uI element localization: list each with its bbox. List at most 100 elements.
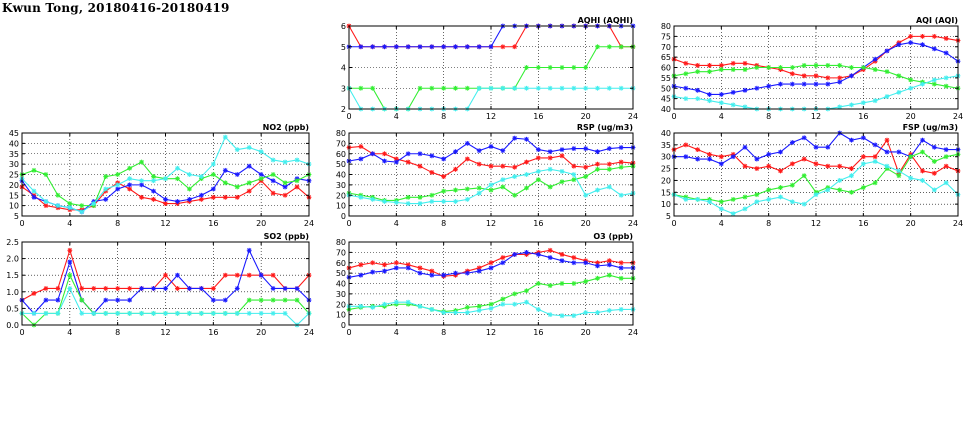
marker-stroke [778, 149, 783, 155]
data-point [441, 156, 447, 162]
marker-stroke [441, 273, 446, 278]
data-point [742, 67, 748, 72]
marker-stroke [429, 44, 434, 49]
marker-stroke [406, 44, 411, 49]
data-point [210, 161, 216, 167]
y-tick-label: 55 [661, 74, 671, 83]
marker-stroke [31, 168, 37, 173]
data-point [393, 156, 399, 162]
data-point [500, 301, 506, 307]
marker-stroke [825, 164, 830, 169]
marker-stroke [695, 63, 700, 68]
marker-stroke [944, 84, 949, 89]
marker-stroke [500, 177, 505, 182]
marker-stroke [896, 73, 901, 78]
marker-stroke [270, 172, 276, 177]
data-point [920, 168, 925, 174]
marker-stroke [429, 193, 434, 198]
marker-stroke [778, 168, 783, 174]
data-point [464, 156, 470, 162]
data-point [234, 194, 240, 200]
marker-stroke [683, 142, 688, 148]
data-point [91, 310, 97, 316]
marker-stroke [358, 195, 363, 200]
marker-stroke [55, 311, 61, 316]
data-point [103, 186, 109, 192]
data-point [730, 60, 736, 66]
marker-stroke [766, 187, 771, 193]
data-point [618, 44, 624, 50]
data-point [860, 65, 866, 70]
data-point [282, 184, 288, 190]
data-point [31, 194, 37, 200]
marker-stroke [223, 311, 228, 316]
y-tick-label: 40 [661, 129, 671, 138]
data-point [370, 85, 376, 91]
series-cyan [346, 299, 636, 319]
marker-stroke [211, 311, 216, 316]
data-point [695, 147, 701, 152]
data-point [115, 182, 121, 188]
data-point [382, 151, 387, 157]
data-point [43, 203, 49, 209]
data-point [571, 146, 577, 151]
chart-title: O3 (ppb) [593, 232, 633, 241]
data-point [453, 187, 458, 193]
marker-stroke [43, 297, 49, 303]
data-point [382, 158, 387, 164]
marker-stroke [163, 201, 168, 206]
marker-stroke [920, 149, 925, 155]
marker-stroke [742, 194, 748, 200]
data-point [500, 184, 506, 190]
data-point [872, 56, 878, 62]
data-point [683, 85, 689, 91]
marker-stroke [358, 44, 363, 49]
data-point [583, 85, 589, 91]
y-tick-label: 30 [336, 290, 346, 299]
data-point [222, 167, 228, 173]
data-point [198, 310, 204, 316]
data-point [67, 259, 73, 265]
data-point [476, 148, 482, 154]
data-point [559, 85, 565, 91]
marker-stroke [766, 152, 771, 157]
data-point [222, 272, 228, 278]
marker-stroke [548, 86, 553, 91]
data-point [234, 184, 240, 190]
marker-stroke [932, 81, 937, 87]
marker-stroke [548, 255, 553, 260]
data-point [358, 262, 364, 268]
marker-stroke [932, 187, 937, 193]
marker-stroke [235, 286, 240, 291]
marker-stroke [571, 65, 576, 70]
marker-stroke [607, 273, 612, 278]
marker-stroke [259, 297, 264, 303]
data-point [606, 258, 612, 264]
marker-stroke [559, 281, 565, 286]
marker-stroke [441, 156, 446, 162]
data-point [718, 206, 724, 212]
data-point [512, 135, 518, 141]
marker-stroke [884, 137, 890, 143]
marker-stroke [441, 310, 446, 315]
data-point [270, 178, 276, 184]
marker-stroke [548, 155, 553, 161]
data-point [358, 272, 364, 278]
data-point [931, 77, 937, 83]
x-tick-label: 12 [486, 328, 496, 337]
x-tick-label: 24 [628, 328, 638, 337]
x-tick-label: 12 [811, 219, 821, 228]
data-point [512, 164, 518, 170]
data-point [55, 310, 61, 316]
data-point [488, 260, 494, 266]
marker-stroke [270, 273, 276, 278]
marker-stroke [453, 44, 458, 49]
data-point [754, 192, 760, 198]
marker-stroke [163, 273, 168, 278]
marker-stroke [477, 44, 482, 49]
data-point [282, 286, 288, 291]
marker-stroke [417, 304, 423, 309]
data-point [559, 281, 565, 286]
marker-stroke [394, 156, 399, 162]
data-point [115, 286, 121, 291]
